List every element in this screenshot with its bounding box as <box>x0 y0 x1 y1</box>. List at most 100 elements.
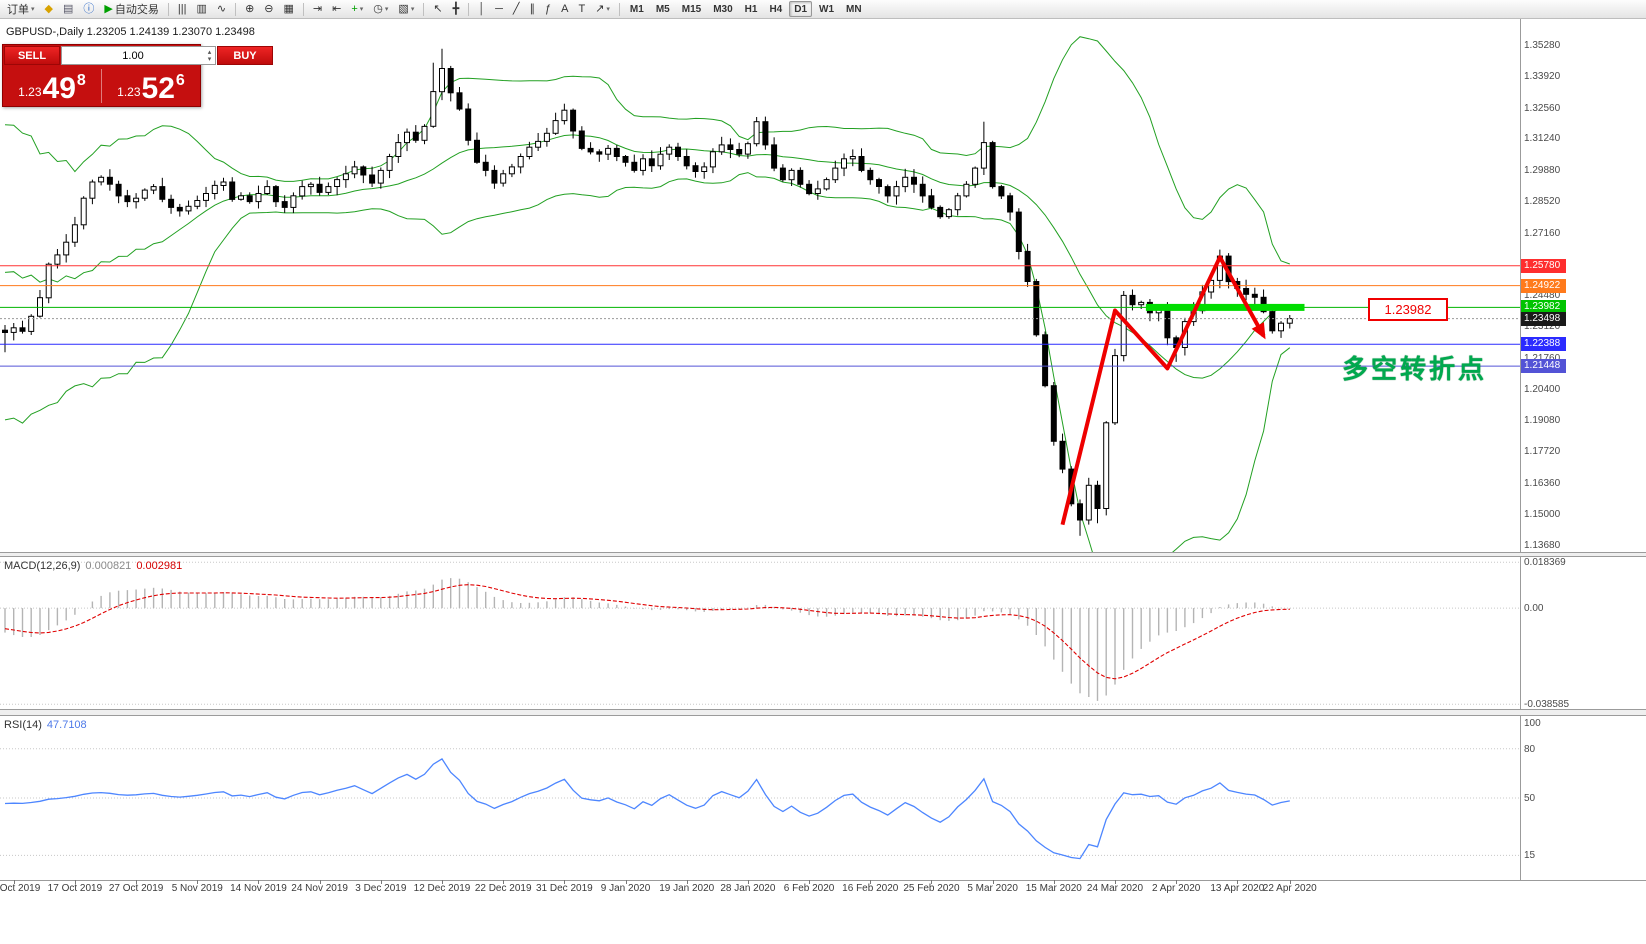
sell-button[interactable]: SELL <box>4 46 60 65</box>
price-scale-label: 1.13680 <box>1524 539 1561 551</box>
price-scale-label: 1.23120 <box>1524 321 1561 333</box>
text-tool-icon[interactable]: A <box>557 1 572 17</box>
toolbar-separator <box>423 2 425 16</box>
date-tick <box>380 880 382 884</box>
date-tick <box>258 880 260 884</box>
rsi-value: 47.7108 <box>46 719 87 731</box>
candlestick-chart-icon[interactable]: ▥ <box>192 1 210 17</box>
vertical-line-icon[interactable]: │ <box>474 1 489 17</box>
trend-zigzag-arrow <box>1060 255 1266 526</box>
symbols-icon[interactable]: ◆ <box>41 1 57 17</box>
rsi-panel[interactable] <box>0 716 1520 880</box>
sell-price-big: 49 <box>42 72 76 105</box>
macd-signal-line <box>4 584 1290 680</box>
panel-separator[interactable] <box>0 552 1646 557</box>
buy-price-prefix: 1.23 <box>117 85 141 99</box>
volume-input[interactable] <box>62 49 204 62</box>
timeframe-m5[interactable]: M5 <box>651 1 675 17</box>
timeframe-m30[interactable]: M30 <box>708 1 737 17</box>
templates-icon[interactable]: ▧ ▾ <box>394 1 418 17</box>
bar-chart-icon[interactable]: ||| <box>174 1 191 17</box>
horizontal-line-icon-glyph: ─ <box>495 3 503 15</box>
price-scale-label: 1.19080 <box>1524 414 1561 426</box>
price-scale-label: 1.27160 <box>1524 227 1561 239</box>
price-tag: 1.22388 <box>1521 337 1566 352</box>
macd-scale-label: 0.018369 <box>1524 557 1566 569</box>
cursor-icon[interactable]: ↖ <box>429 1 446 17</box>
macd-scale-label: 0.00 <box>1524 603 1544 615</box>
turning-point-annotation: 多空转折点 <box>1342 354 1488 384</box>
date-label: 13 Apr 2020 <box>1210 883 1265 894</box>
volume-down-icon[interactable]: ▾ <box>207 55 212 63</box>
indicators-icon-glyph: + <box>351 3 358 15</box>
line-chart-icon-glyph: ∿ <box>216 3 227 15</box>
periods-icon[interactable]: ◷ ▾ <box>369 1 392 17</box>
support-zone-highlight <box>1145 303 1305 311</box>
sell-price-pip: 8 <box>76 72 86 89</box>
chart-window-icon[interactable]: ▤ <box>59 1 77 17</box>
price-chart[interactable] <box>0 18 1520 552</box>
label-tool-icon-glyph: T <box>578 3 586 15</box>
horizontal-line-icon[interactable]: ─ <box>491 1 507 17</box>
channel-icon[interactable]: ∥ <box>525 1 539 17</box>
autotrading-button[interactable]: ▶ 自动交易 <box>100 1 162 17</box>
price-scale-label: 1.29880 <box>1524 164 1561 176</box>
timeframe-m1[interactable]: M1 <box>625 1 649 17</box>
zoom-in-icon[interactable]: ⊕ <box>241 1 258 17</box>
rsi-name: RSI(14) <box>4 719 42 731</box>
date-label: 28 Jan 2020 <box>720 883 776 894</box>
timeframe-w1[interactable]: W1 <box>814 1 839 17</box>
label-tool-icon[interactable]: T <box>574 1 589 17</box>
date-label: 12 Dec 2019 <box>413 883 471 894</box>
sell-price[interactable]: 1.23 49 8 <box>3 66 101 106</box>
date-tick <box>1114 880 1116 884</box>
timeframe-h1[interactable]: H1 <box>740 1 763 17</box>
sell-price-prefix: 1.23 <box>18 85 42 99</box>
timeframe-m15[interactable]: M15 <box>677 1 706 17</box>
price-scale-label: 1.20400 <box>1524 384 1561 396</box>
date-axis-border <box>0 880 1646 881</box>
date-tick <box>197 880 199 884</box>
timeframe-d1[interactable]: D1 <box>789 1 813 17</box>
line-chart-icon[interactable]: ∿ <box>213 1 230 17</box>
templates-icon-glyph: ▧ <box>398 3 409 15</box>
caret-down-icon: ▾ <box>31 6 35 13</box>
panel-separator[interactable] <box>0 709 1646 716</box>
price-tag: 1.24922 <box>1521 278 1566 293</box>
buy-price[interactable]: 1.23 52 6 <box>102 66 200 106</box>
tile-windows-icon[interactable]: ▦ <box>280 1 298 17</box>
trendline-icon[interactable]: ╱ <box>509 1 524 17</box>
candles-layer <box>2 48 1293 536</box>
rsi-line <box>4 758 1290 860</box>
volume-box: ▴ ▾ <box>61 46 216 65</box>
macd-signal-value: 0.002981 <box>136 560 183 572</box>
zoom-out-icon[interactable]: ⊖ <box>260 1 277 17</box>
timeframe-mn[interactable]: MN <box>841 1 867 17</box>
bar-chart-icon-glyph: ||| <box>177 3 187 15</box>
date-label: 15 Mar 2020 <box>1025 883 1082 894</box>
date-label: 14 Nov 2019 <box>230 883 287 894</box>
volume-up-icon[interactable]: ▴ <box>207 48 212 56</box>
arrows-tool-icon[interactable]: ↗ ▾ <box>591 1 614 17</box>
macd-panel[interactable] <box>0 557 1520 709</box>
buy-button[interactable]: BUY <box>217 46 273 65</box>
price-scale-label: 1.24480 <box>1524 289 1561 301</box>
chart-shift-icon[interactable]: ⇤ <box>328 1 345 17</box>
rsi-scale-label: 100 <box>1524 718 1541 729</box>
macd-scale-label: -0.038585 <box>1524 699 1570 711</box>
auto-scroll-icon[interactable]: ⇥ <box>309 1 326 17</box>
crosshair-icon-glyph: ╋ <box>452 3 460 15</box>
fibonacci-icon[interactable]: ƒ <box>541 1 555 17</box>
timeframe-h4[interactable]: H4 <box>764 1 787 17</box>
auto-scroll-icon-glyph: ⇥ <box>312 3 323 15</box>
date-label: 22 Apr 2020 <box>1262 883 1317 894</box>
crosshair-icon[interactable]: ╋ <box>449 1 464 17</box>
date-tick <box>992 880 994 884</box>
help-icon-glyph: ⓘ <box>83 3 95 15</box>
help-icon[interactable]: ⓘ <box>79 1 98 17</box>
date-label: 6 Feb 2020 <box>783 883 835 894</box>
orders-menu-button[interactable]: 订单 ▾ <box>3 1 39 17</box>
buy-price-pip: 6 <box>175 72 185 89</box>
indicators-icon[interactable]: + ▾ <box>347 1 367 17</box>
